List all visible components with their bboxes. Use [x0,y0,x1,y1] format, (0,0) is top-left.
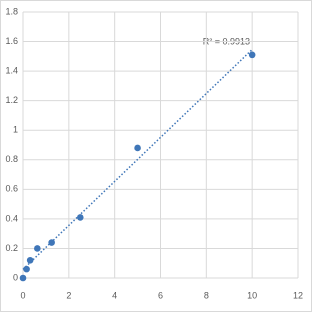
data-point [76,214,84,221]
y-tick-label: 1 [13,125,18,135]
chart: R² = 0.9913 00.20.40.60.811.21.41.61.80 2… [0,0,312,312]
x-tick-label: 4 [112,290,117,300]
x-tick-label: 2 [66,290,71,300]
data-point [248,51,256,59]
data-point [34,245,41,252]
y-tick-label: 1.4 [5,65,18,75]
x-tick-label: 6 [158,290,163,300]
x-tick-label: 12 [293,290,303,300]
data-point [19,274,27,282]
chart-border [0,0,312,312]
data-point [23,265,30,273]
y-tick-label: 0.2 [5,243,18,253]
y-tick-label: 0.6 [5,184,18,194]
x-tick-label: 8 [204,290,209,300]
y-tick-label: 1.8 [5,6,18,16]
y-tick-label: 1.2 [5,95,18,105]
x-tick-label: 0 [20,290,25,300]
data-point [48,239,55,246]
data-point [134,144,141,152]
trendline [22,48,253,270]
x-tick-label: 10 [247,290,257,300]
y-tick-label: 0 [13,272,18,282]
data-point [26,256,34,264]
y-tick-label: 0.8 [5,154,18,164]
y-tick-label: 1.6 [5,36,18,46]
y-tick-label: 0.4 [5,213,18,223]
